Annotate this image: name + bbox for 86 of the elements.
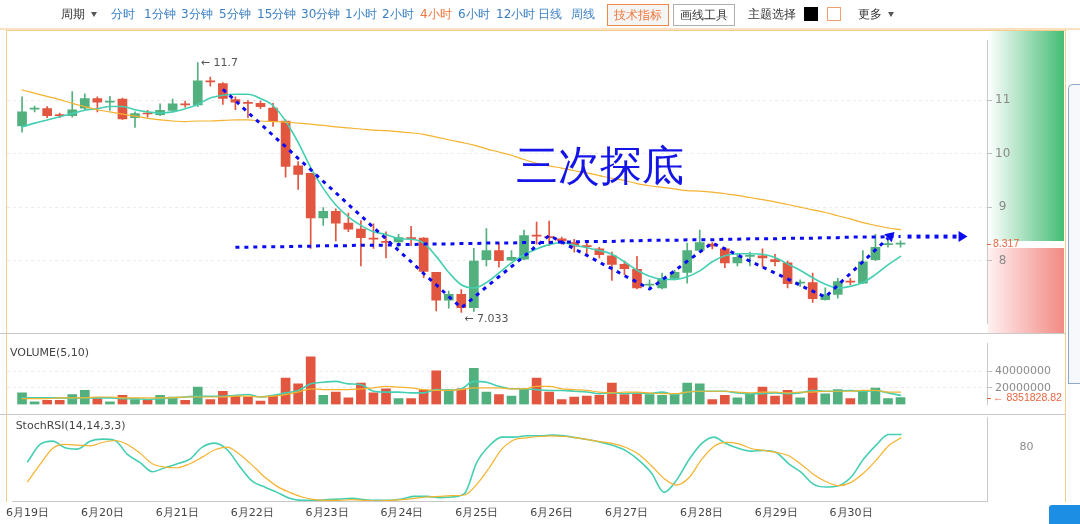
bar <box>42 399 52 405</box>
x-tick-label: 6月27日 <box>605 506 649 520</box>
x-tick-label: 6月20日 <box>80 506 124 520</box>
annotation: ← 11.7 <box>200 55 238 69</box>
bar <box>343 397 354 405</box>
bar <box>694 383 705 405</box>
line-series <box>21 89 902 231</box>
text: 1分钟 <box>144 7 176 21</box>
y-tick-label: 40000000 <box>994 364 1051 378</box>
text: 周期 <box>61 7 85 21</box>
x-tick-label: 6月26日 <box>530 506 574 520</box>
bar <box>682 382 693 405</box>
bar <box>569 396 580 405</box>
text: 30分钟 <box>301 7 341 21</box>
bar <box>895 397 906 405</box>
y-tick-label: 8 <box>998 252 1007 267</box>
text: 2小时 <box>382 7 414 21</box>
bar <box>845 398 856 405</box>
y-tick-label: 20000000 <box>994 380 1051 394</box>
bar <box>581 395 592 405</box>
text: 3分钟 <box>181 7 213 21</box>
text: 80 <box>1019 439 1034 453</box>
bar <box>393 398 404 405</box>
chart-title: VOLUME(5,10) <box>10 345 90 359</box>
bar <box>318 395 329 405</box>
x-tick-label: 6月28日 <box>679 506 723 520</box>
text: 周线 <box>571 7 595 21</box>
bar <box>732 397 743 405</box>
y-tick-label: 10 <box>994 145 1011 160</box>
x-tick-label: 6月30日 <box>829 506 873 520</box>
bar <box>594 395 605 405</box>
x-tick-label: 6月21日 <box>155 506 199 520</box>
bar <box>494 394 504 405</box>
text: 12小时 <box>496 7 536 21</box>
text: 更多 <box>858 7 882 21</box>
text: 分时 <box>111 7 135 21</box>
bar <box>54 399 65 405</box>
bar <box>556 399 567 405</box>
bar <box>305 356 316 405</box>
line-series <box>21 380 902 401</box>
y-tick-label: 11 <box>994 92 1011 107</box>
bar <box>330 391 341 405</box>
bar <box>205 399 216 405</box>
bar <box>544 391 554 405</box>
x-tick-label: 6月24日 <box>380 506 424 520</box>
bar <box>632 393 642 405</box>
x-tick-label: 6月25日 <box>455 506 499 520</box>
candlestick <box>243 100 253 119</box>
bar <box>431 370 442 405</box>
bar <box>243 396 253 405</box>
text: 6小时 <box>458 7 490 21</box>
bar <box>657 395 667 405</box>
bar <box>770 395 780 405</box>
bar <box>720 395 730 405</box>
bar <box>644 394 655 405</box>
bar <box>180 399 191 405</box>
text: 主题选择 <box>748 7 796 21</box>
bar <box>406 398 416 405</box>
text: 1小时 <box>345 7 377 21</box>
bar <box>443 389 454 405</box>
candlestick <box>105 96 115 111</box>
bar <box>820 393 831 405</box>
bar <box>619 394 630 405</box>
x-tick-label: 6月29日 <box>754 506 798 520</box>
y-tick-label: 9 <box>998 199 1007 214</box>
bar <box>130 399 140 405</box>
chart-title: StochRSI(14,14,3,3) <box>15 419 126 433</box>
line-series <box>21 385 902 400</box>
bar <box>858 390 868 405</box>
annotation: ← 7.033 <box>464 312 509 326</box>
text: 5分钟 <box>219 7 251 21</box>
text: 4小时 <box>420 7 452 21</box>
x-tick-label: 6月22日 <box>230 506 274 520</box>
bar <box>795 397 805 405</box>
text: 日线 <box>538 7 562 21</box>
x-tick-label: 6月19日 <box>6 506 50 520</box>
text: 15分钟 <box>257 7 297 21</box>
bar <box>607 382 617 405</box>
x-tick-label: 6月23日 <box>305 506 349 520</box>
bar <box>883 398 893 405</box>
bar <box>469 367 479 405</box>
text: 画线工具 <box>680 8 728 22</box>
bar <box>707 399 718 405</box>
text: 技术指标 <box>614 8 662 22</box>
text: 8.317 <box>993 237 1020 250</box>
text: ← 8351828.82 <box>993 391 1063 404</box>
